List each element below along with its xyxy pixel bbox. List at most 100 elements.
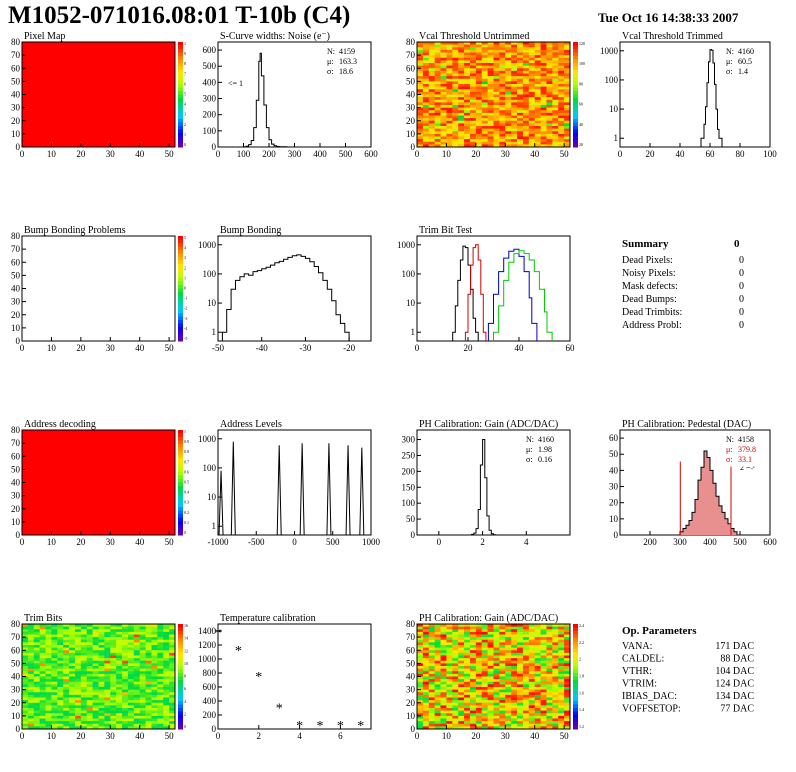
heatmap-cell xyxy=(534,624,541,628)
heatmap-cell xyxy=(522,708,530,712)
heatmap-cell xyxy=(475,726,483,730)
heatmap-cell xyxy=(558,112,565,116)
heatmap-cell xyxy=(139,631,146,635)
heatmap-cell xyxy=(546,57,553,61)
heatmap-cell xyxy=(434,713,441,717)
y-tick-label: 50 xyxy=(609,449,619,459)
heatmap-cell xyxy=(534,710,541,714)
heatmap-cell xyxy=(499,68,506,72)
heatmap-cell xyxy=(446,692,453,696)
heatmap-cell xyxy=(464,89,471,93)
y-tick-label: 70 xyxy=(11,244,21,254)
heatmap-cell xyxy=(517,721,524,725)
heatmap-cell xyxy=(33,723,41,727)
heatmap-cell xyxy=(157,687,164,691)
heatmap-cell xyxy=(487,70,494,74)
heatmap-cell xyxy=(511,144,518,148)
heatmap-cell xyxy=(86,631,94,635)
heatmap-cell xyxy=(27,626,35,630)
heatmap-cell xyxy=(546,624,553,628)
heatmap-cell xyxy=(422,676,430,680)
heatmap-cell xyxy=(493,47,500,51)
heatmap-cell xyxy=(458,668,465,672)
heatmap-cell xyxy=(434,715,441,719)
y-tick-label: 100 xyxy=(402,498,416,508)
op-param-value: 134 DAC xyxy=(715,691,754,702)
heatmap-cell xyxy=(69,689,76,693)
heatmap-cell xyxy=(528,133,536,137)
heatmap-cell xyxy=(540,49,547,53)
heatmap-cell xyxy=(464,68,471,72)
x-tick-label: 2 xyxy=(480,537,485,547)
heatmap-cell xyxy=(534,141,541,145)
heatmap-cell xyxy=(475,639,483,643)
heatmap-cell xyxy=(145,689,152,693)
x-tick-label: 40 xyxy=(135,537,145,547)
heatmap-cell xyxy=(45,637,52,641)
heatmap-cell xyxy=(493,89,500,93)
heatmap-cell xyxy=(534,697,541,701)
heatmap-cell xyxy=(522,107,530,111)
palette-bar-segment xyxy=(178,683,183,688)
palette-bar-segment xyxy=(573,84,578,88)
heatmap-cell xyxy=(493,81,500,85)
heatmap-cell xyxy=(45,658,52,662)
stats-label: N: xyxy=(327,47,335,56)
heatmap-cell xyxy=(417,645,424,649)
heatmap-cell xyxy=(110,626,117,630)
panel-title: Address decoding xyxy=(24,419,96,430)
heatmap-cell xyxy=(80,650,88,654)
heatmap-cell xyxy=(417,81,424,85)
heatmap-cell xyxy=(546,105,553,109)
heatmap-cell xyxy=(428,666,436,670)
palette-bar-segment xyxy=(178,725,183,730)
heatmap-cell xyxy=(458,671,465,675)
heatmap-cell xyxy=(564,668,571,672)
heatmap-cell xyxy=(469,115,477,119)
heatmap-cell xyxy=(440,713,447,717)
heatmap-cell xyxy=(552,655,559,659)
heatmap-cell xyxy=(133,631,141,635)
heatmap-cell xyxy=(564,78,571,82)
heatmap-cell xyxy=(27,715,35,719)
y-tick-label: 30 xyxy=(11,103,21,113)
heatmap-cell xyxy=(493,694,500,698)
heatmap-cell xyxy=(558,679,565,683)
heatmap-cell xyxy=(434,626,441,630)
heatmap-cell xyxy=(51,642,58,646)
heatmap-cell xyxy=(558,660,565,664)
heatmap-cell xyxy=(446,84,453,88)
heatmap-cell xyxy=(98,702,105,706)
heatmap-cell xyxy=(499,141,506,145)
heatmap-cell xyxy=(92,645,99,649)
heatmap-cell xyxy=(534,86,541,90)
heatmap-cell xyxy=(74,715,82,719)
y-tick-label: 70 xyxy=(11,50,21,60)
heatmap-cell xyxy=(546,47,553,51)
palette-bar-segment xyxy=(178,122,183,127)
heatmap-cell xyxy=(546,687,553,691)
heatmap-cell xyxy=(558,673,565,677)
heatmap-cell xyxy=(558,631,565,635)
heatmap-cell xyxy=(92,631,99,635)
heatmap-cell xyxy=(417,110,424,114)
heatmap-cell xyxy=(428,681,436,685)
heatmap-cell xyxy=(528,70,536,74)
heatmap-cell xyxy=(564,139,571,143)
heatmap-cell xyxy=(122,708,129,712)
heatmap-cell xyxy=(86,658,94,662)
heatmap-cell xyxy=(452,112,459,116)
heatmap-cell xyxy=(446,684,453,688)
heatmap-cell xyxy=(517,94,524,98)
heatmap-cell xyxy=(27,663,35,667)
heatmap-cell xyxy=(110,624,117,628)
palette-label: 4 xyxy=(184,102,186,107)
y-tick-label: 50 xyxy=(406,76,416,86)
heatmap-cell xyxy=(440,55,447,59)
heatmap-cell xyxy=(493,131,500,135)
run-title: M1052-071016.08:01 T-10b (C4) xyxy=(8,2,351,29)
heatmap-cell xyxy=(446,78,453,82)
heatmap-cell xyxy=(487,126,494,130)
heatmap-cell xyxy=(169,631,176,635)
heatmap-cell xyxy=(540,687,547,691)
